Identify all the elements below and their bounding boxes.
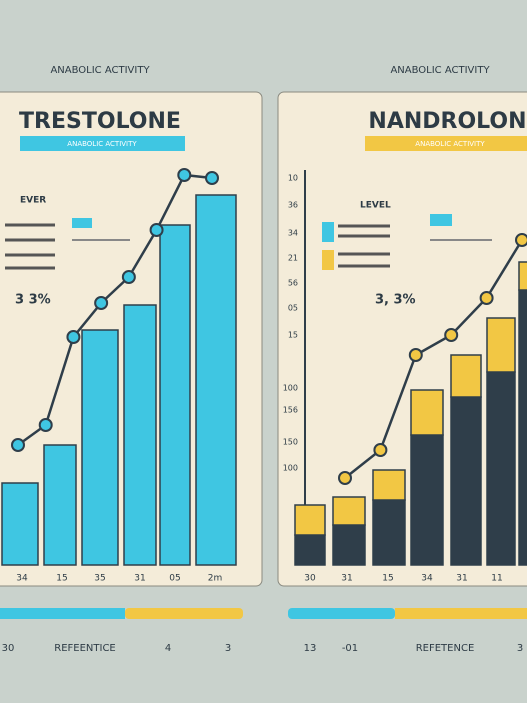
trend-marker xyxy=(479,291,494,305)
legend-swatch xyxy=(72,218,92,228)
axis-text: 05 xyxy=(288,304,298,313)
trend-line xyxy=(344,239,524,479)
axis-text: 36 xyxy=(288,201,298,210)
bar xyxy=(1,482,39,566)
legend-swatch xyxy=(430,214,452,226)
annotation: LEVEL xyxy=(360,201,391,211)
x-tick-label: 31 xyxy=(134,574,145,584)
bar xyxy=(332,496,366,526)
trend-marker xyxy=(515,233,527,247)
trend-marker xyxy=(11,438,25,452)
annotation: EVER xyxy=(20,196,46,206)
footer-label: 30 xyxy=(2,643,15,654)
chart-title: TRESTOLONE xyxy=(19,109,181,134)
trend-marker xyxy=(205,171,219,185)
trend-marker xyxy=(121,270,136,284)
legend-swatch xyxy=(322,250,334,270)
right-badge xyxy=(365,136,527,151)
axis-text: 100 xyxy=(283,464,298,473)
footer-label: REFEENTICE xyxy=(54,643,116,654)
bar xyxy=(372,499,406,566)
bar xyxy=(410,434,444,566)
x-tick-label: 34 xyxy=(16,574,28,584)
trend-marker xyxy=(338,471,352,485)
bar xyxy=(450,396,482,566)
left-badge xyxy=(20,136,185,151)
footer-bar xyxy=(125,608,243,619)
bar xyxy=(372,469,406,501)
trend-marker xyxy=(444,328,459,342)
x-tick-label: 15 xyxy=(382,574,393,584)
bar xyxy=(294,534,326,566)
footer-bar xyxy=(395,608,527,619)
annotation: 3 3% xyxy=(15,293,51,308)
x-tick-label: 05 xyxy=(169,574,180,584)
trend-marker xyxy=(177,168,192,182)
axis-text: 56 xyxy=(288,279,298,288)
trend-marker xyxy=(94,296,109,310)
bar xyxy=(332,524,366,566)
axis-text: 100 xyxy=(283,384,298,393)
trend-line xyxy=(17,173,213,447)
footer-bar xyxy=(288,608,395,619)
bar xyxy=(294,504,326,536)
trend-marker xyxy=(149,223,164,237)
trend-marker xyxy=(373,443,388,457)
trend-marker xyxy=(408,348,423,362)
bar xyxy=(43,444,77,566)
bar xyxy=(195,194,237,566)
chart-subtitle: ANABOLIC ACTIVITY xyxy=(415,140,485,148)
footer-bar xyxy=(0,608,125,619)
axis-text: 15 xyxy=(288,331,298,340)
axis-text: 150 xyxy=(283,438,298,447)
bar xyxy=(486,371,516,566)
chart-title: NANDROLONE xyxy=(368,109,527,134)
footer-label: 4 xyxy=(165,643,171,654)
panel-header: ANABOLIC ACTIVITY xyxy=(390,65,490,76)
x-tick-label: 35 xyxy=(94,574,105,584)
bar xyxy=(81,329,119,566)
panel-header: ANABOLIC ACTIVITY xyxy=(50,65,150,76)
footer-label: 3 xyxy=(225,643,231,654)
footer-label: REFETENCE xyxy=(416,643,475,654)
bar xyxy=(486,317,516,373)
bar xyxy=(123,304,157,566)
bar xyxy=(159,224,191,566)
x-tick-label: 2m xyxy=(208,574,223,584)
chart-subtitle: ANABOLIC ACTIVITY xyxy=(67,140,137,148)
annotation: 3, 3% xyxy=(375,293,416,308)
bar xyxy=(518,289,527,566)
trend-marker xyxy=(38,418,53,432)
axis-text: 21 xyxy=(288,254,298,263)
bar xyxy=(518,261,527,291)
legend-swatch xyxy=(322,222,334,242)
x-tick-label: 15 xyxy=(56,574,67,584)
bar xyxy=(450,354,482,398)
axis-text: 156 xyxy=(283,406,298,415)
footer-label: 3 xyxy=(517,643,523,654)
x-tick-label: 11 xyxy=(491,574,502,584)
x-tick-label: 31 xyxy=(456,574,467,584)
footer-label: -01 xyxy=(342,643,358,654)
trend-marker xyxy=(66,330,81,344)
footer-label: 13 xyxy=(304,643,317,654)
x-tick-label: 31 xyxy=(341,574,352,584)
axis-text: 34 xyxy=(288,229,298,238)
x-tick-label: 30 xyxy=(304,574,316,584)
axis-text: 10 xyxy=(288,174,298,183)
bar xyxy=(410,389,444,436)
x-tick-label: 34 xyxy=(421,574,433,584)
